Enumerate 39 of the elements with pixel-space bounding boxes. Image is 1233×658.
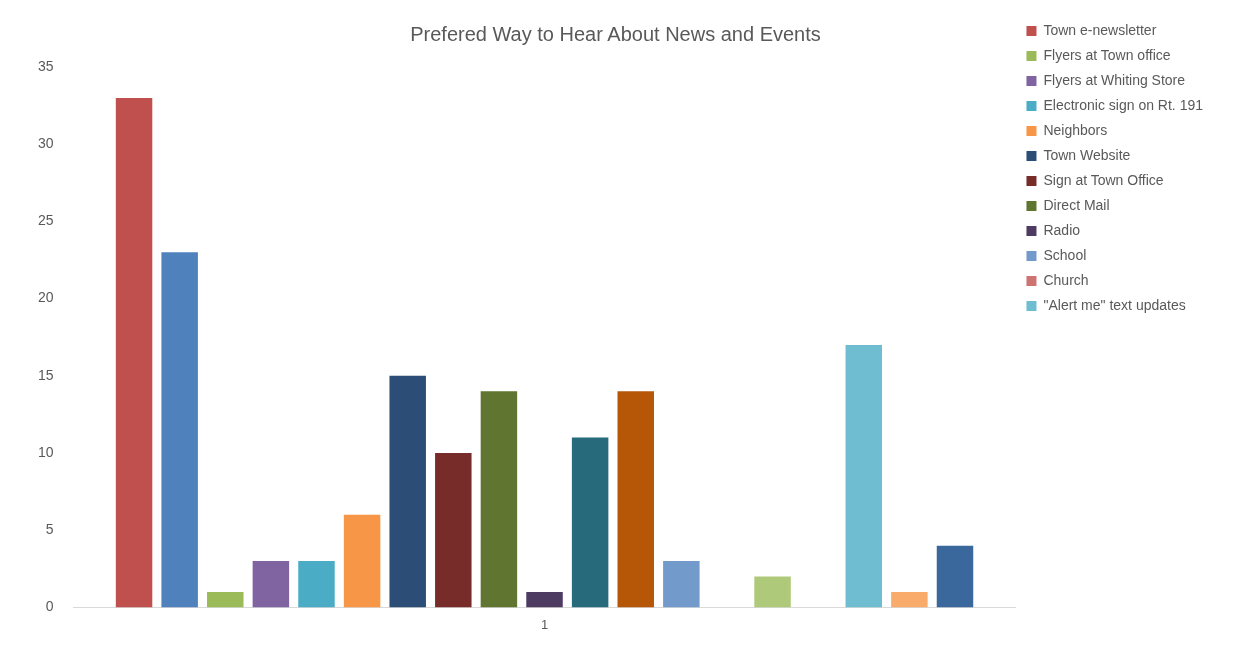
y-tick-label: 30	[37, 135, 54, 152]
legend-label: Flyers at Whiting Store	[1043, 71, 1186, 88]
bar	[754, 576, 791, 608]
bar	[207, 591, 244, 608]
legend-label: Direct Mail	[1043, 196, 1110, 213]
bar	[571, 437, 609, 608]
bar	[298, 561, 335, 608]
bar	[663, 561, 700, 608]
x-tick-label: 1	[540, 616, 549, 632]
bar	[435, 453, 472, 608]
bar	[161, 252, 198, 608]
bar	[389, 375, 426, 608]
y-tick-label: 25	[37, 212, 54, 229]
legend-label: Sign at Town Office	[1043, 171, 1164, 188]
legend-label: Flyers at Town office	[1043, 46, 1171, 63]
legend-label: Church	[1043, 271, 1089, 288]
bar	[252, 561, 290, 608]
bar	[936, 545, 974, 608]
bar	[845, 344, 883, 608]
y-tick-label: 0	[45, 598, 54, 615]
y-tick-label: 10	[37, 443, 54, 460]
legend-label: School	[1043, 246, 1087, 263]
bar	[891, 591, 928, 608]
legend-label: "Alert me" text updates	[1043, 296, 1186, 313]
legend-label: Town Website	[1043, 146, 1131, 163]
legend-label: Neighbors	[1043, 121, 1108, 138]
y-tick-label: 15	[37, 366, 54, 383]
legend-label: Town e-newsletter	[1043, 21, 1157, 38]
legend-label: Electronic sign on Rt. 191	[1043, 96, 1204, 113]
y-tick-label: 35	[37, 57, 54, 74]
bar	[115, 97, 153, 608]
bar	[526, 591, 563, 608]
bar	[480, 391, 518, 608]
bar	[617, 391, 654, 608]
y-tick-label: 5	[45, 521, 54, 538]
chart-title: Prefered Way to Hear About News and Events	[410, 22, 821, 45]
legend-label: Radio	[1043, 221, 1081, 238]
bar	[343, 514, 381, 608]
y-tick-label: 20	[37, 289, 54, 306]
